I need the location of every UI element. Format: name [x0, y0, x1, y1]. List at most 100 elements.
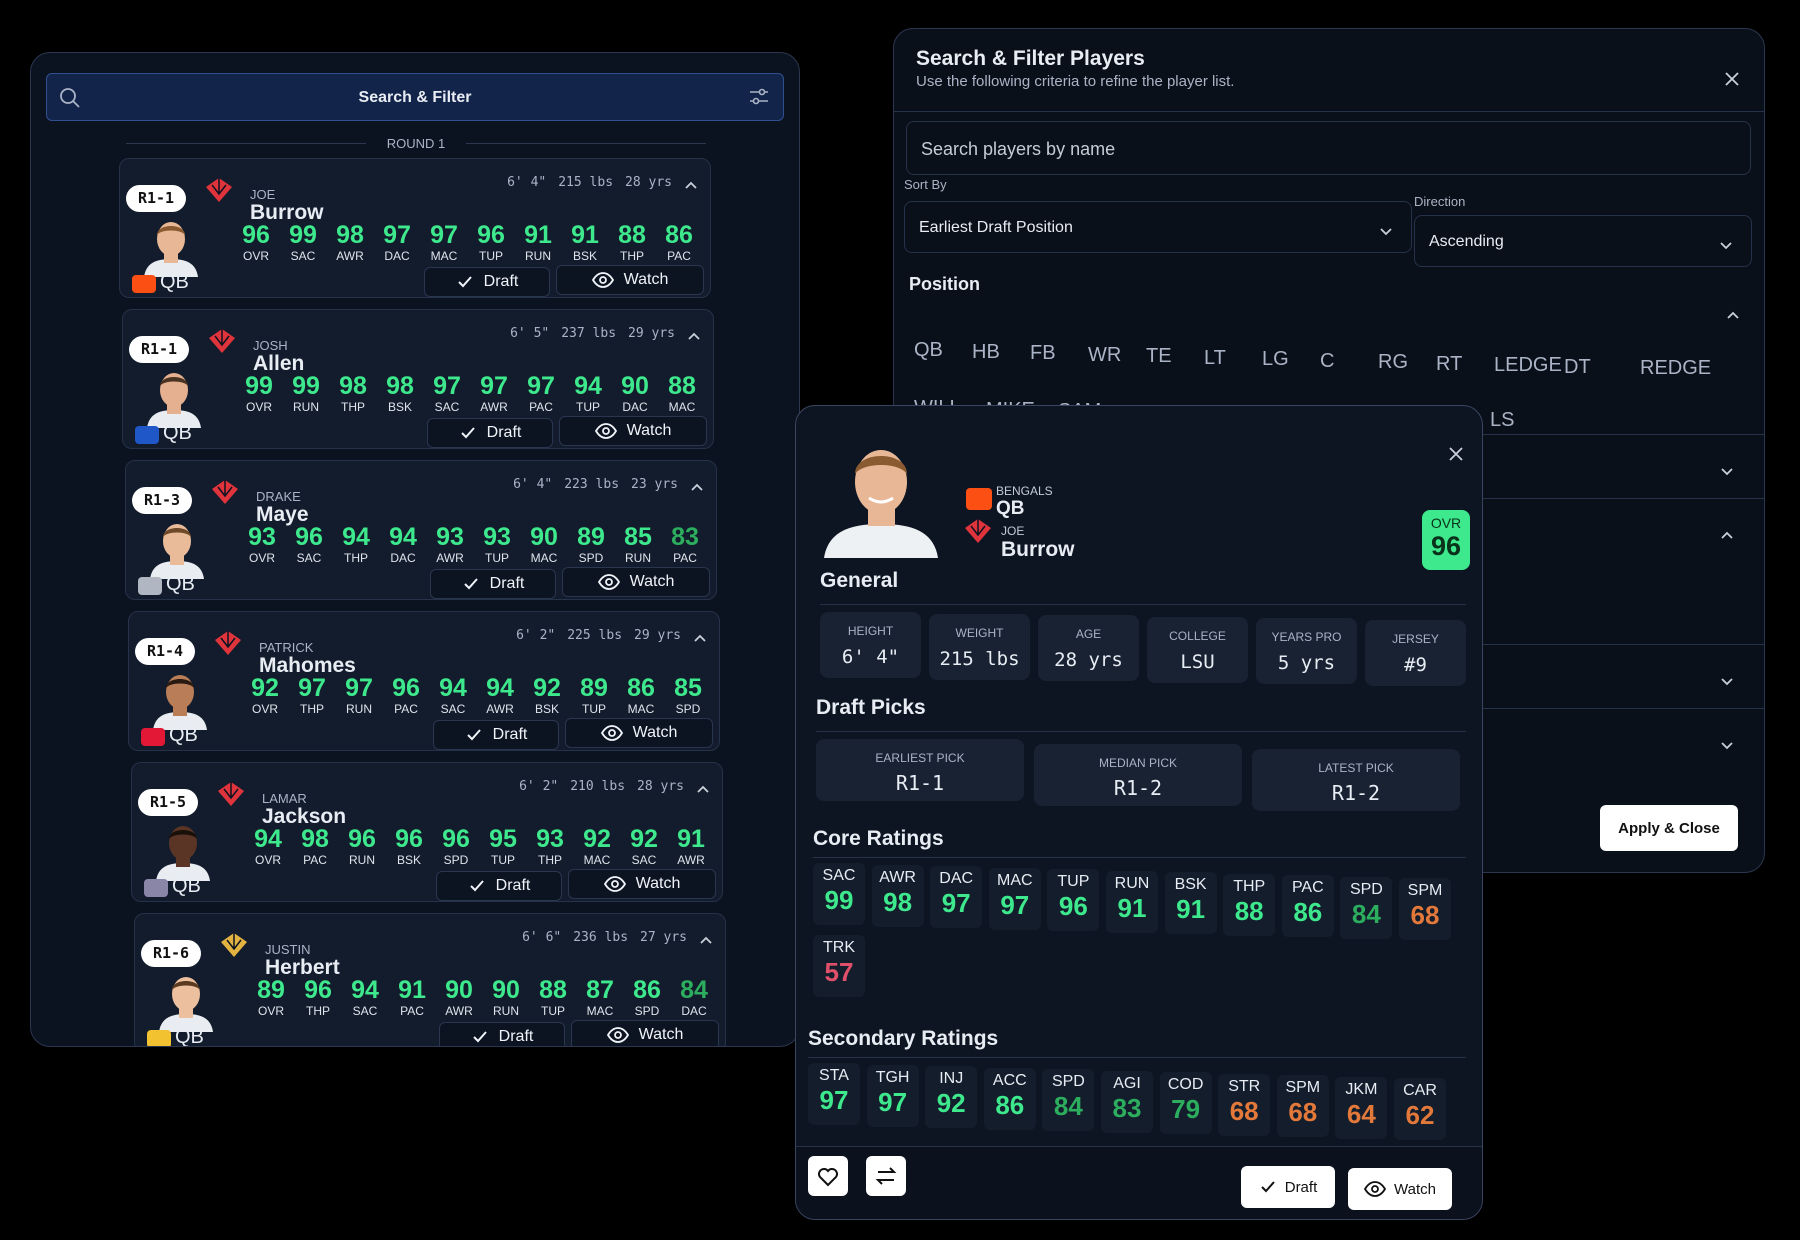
watch-button[interactable]: Watch	[559, 416, 707, 446]
watch-button[interactable]: Watch	[562, 567, 710, 597]
team-logo	[135, 426, 159, 444]
last-name: Mahomes	[259, 654, 356, 677]
position-option[interactable]: LT	[1204, 346, 1226, 369]
pick-badge: R1-5	[138, 789, 198, 816]
rating-label: TUP	[1057, 873, 1090, 890]
player-card[interactable]: R1-1 JOSH Allen 6' 5" 237 lbs 29 yrs QB 99 OVR 99…	[122, 309, 714, 449]
section-chevron[interactable]	[1720, 463, 1734, 481]
collapse-chevron[interactable]	[690, 479, 704, 497]
draft-button[interactable]: Draft	[427, 418, 553, 448]
section-chevron[interactable]	[1720, 737, 1734, 755]
rating-label: TUP	[582, 702, 606, 716]
check-icon	[468, 877, 486, 895]
player-photo	[151, 970, 221, 1037]
apply-button[interactable]: Apply & Close	[1600, 805, 1738, 851]
rating-value: 97	[480, 372, 508, 400]
team-logo	[966, 488, 992, 510]
ovr-badge: OVR 96	[1422, 510, 1470, 570]
icon	[1721, 678, 1733, 686]
pick-box: EARLIEST PICK R1-1	[816, 739, 1024, 801]
close-button[interactable]	[1724, 71, 1740, 92]
draft-button[interactable]: Draft	[436, 871, 562, 901]
rating-label: PAC	[1291, 879, 1324, 896]
direction-label: Direction	[1414, 194, 1466, 209]
position-option[interactable]: DT	[1564, 355, 1591, 378]
position-option[interactable]: HB	[972, 340, 1000, 363]
sort-select[interactable]: Earliest Draft Position	[904, 201, 1412, 253]
rating-label: SPD	[1349, 880, 1383, 898]
watch-button[interactable]: Watch	[565, 718, 713, 748]
stat-box: WEIGHT 215 lbs	[929, 613, 1030, 680]
player-photo	[145, 668, 215, 735]
stat-box: AGE 28 yrs	[1038, 615, 1139, 681]
rating-tile: JKM 64	[1335, 1076, 1388, 1139]
position-option[interactable]: LS	[1490, 409, 1515, 431]
watch-button[interactable]: Watch	[568, 869, 716, 899]
search-bar[interactable]: Search & Filter	[46, 73, 784, 121]
draft-button[interactable]: Draft	[1241, 1166, 1335, 1208]
rating-label: AWR	[336, 249, 364, 263]
watch-button[interactable]: Watch	[571, 1020, 719, 1046]
draft-button[interactable]: Draft	[430, 569, 556, 599]
draft-label: Draft	[492, 726, 528, 743]
rating-label: TRK	[823, 939, 855, 956]
icon-part	[147, 410, 201, 428]
collapse-chevron[interactable]	[696, 781, 710, 799]
position-option[interactable]: WR	[1088, 343, 1122, 366]
rating-value: 96	[242, 221, 270, 249]
collapse-chevron[interactable]	[699, 932, 713, 950]
position-option[interactable]: LEDGE	[1494, 354, 1562, 376]
icon	[463, 578, 478, 590]
position-option[interactable]: FB	[1030, 342, 1056, 364]
draft-label: Draft	[489, 575, 525, 592]
player-card[interactable]: R1-6 JUSTIN Herbert 6' 6" 236 lbs 27 yrs QB 89 O…	[134, 913, 726, 1046]
section-title: Core Ratings	[813, 827, 944, 850]
draft-button[interactable]: Draft	[424, 267, 550, 297]
rating-value: 97	[383, 221, 411, 249]
position-option[interactable]: REDGE	[1640, 357, 1712, 379]
section-chevron[interactable]	[1720, 527, 1734, 545]
filter-icon[interactable]	[749, 88, 769, 111]
direction-select[interactable]: Ascending	[1414, 215, 1752, 267]
favorite-button[interactable]	[808, 1156, 848, 1201]
position-option[interactable]: RT	[1436, 352, 1463, 375]
watch-button[interactable]: Watch	[556, 265, 704, 295]
close-button[interactable]	[1448, 446, 1464, 467]
player-card[interactable]: R1-5 LAMAR Jackson 6' 2" 210 lbs 28 yrs QB 94 OV…	[131, 762, 723, 902]
position-option[interactable]: RG	[1378, 351, 1408, 373]
icon	[1449, 447, 1463, 461]
section-chevron[interactable]	[1720, 673, 1734, 691]
player-detail-panel: BENGALS QB JOE Burrow OVR 96 General HEIGHT 6' 4…	[795, 405, 1483, 1220]
draft-button[interactable]: Draft	[439, 1022, 565, 1046]
watch-button[interactable]: Watch	[1348, 1168, 1452, 1210]
rating-value: 93	[436, 523, 464, 551]
sort-value: Earliest Draft Position	[919, 219, 1073, 236]
position-option[interactable]: QB	[914, 339, 943, 361]
player-card[interactable]: R1-3 DRAKE Maye 6' 4" 223 lbs 23 yrs QB 93 OVR 96…	[125, 460, 717, 600]
filter-title: Search & Filter Players	[916, 47, 1145, 70]
icon-part	[159, 1014, 213, 1032]
position-option[interactable]: C	[1320, 349, 1335, 372]
draft-button[interactable]: Draft	[433, 720, 559, 750]
icon	[591, 272, 614, 288]
rating-tile: SAC 99	[813, 863, 865, 925]
first-name: JOSH	[253, 338, 288, 353]
check-icon	[456, 273, 474, 291]
collapse-chevron[interactable]	[693, 630, 707, 648]
rating-label: RUN	[1114, 874, 1150, 892]
rating-value: 90	[445, 976, 473, 1004]
icon-part	[460, 427, 475, 439]
rating-label: THP	[1233, 877, 1266, 895]
search-input[interactable]: Search players by name	[906, 121, 1751, 175]
rating-label: PAC	[400, 1004, 424, 1018]
icon-part	[223, 782, 239, 800]
collapse-chevron[interactable]	[687, 328, 701, 346]
collapse-chevron[interactable]	[1726, 307, 1740, 325]
measure-height: 6' 6"	[522, 930, 562, 945]
swap-button[interactable]	[866, 1156, 906, 1201]
collapse-chevron[interactable]	[684, 177, 698, 195]
player-card[interactable]: R1-4 PATRICK Mahomes 6' 2" 225 lbs 29 yrs QB 92…	[128, 611, 720, 751]
position-option[interactable]: LG	[1262, 348, 1289, 370]
position-option[interactable]: TE	[1146, 345, 1172, 367]
player-card[interactable]: R1-1 JOE Burrow 6' 4" 215 lbs 28 yrs QB 96 OVR 99…	[119, 158, 711, 298]
